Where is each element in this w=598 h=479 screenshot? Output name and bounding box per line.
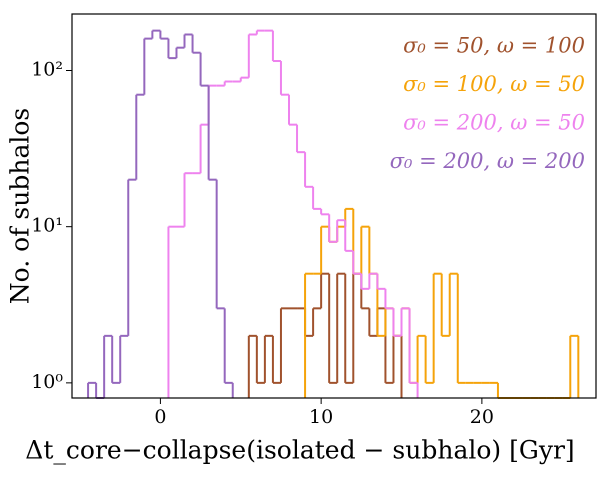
y-axis-label: No. of subhalos bbox=[6, 108, 35, 304]
x-tick-label: 0 bbox=[154, 406, 166, 428]
legend-label: σ₀ = 200, ω = 50 bbox=[403, 111, 585, 135]
plot-area bbox=[87, 29, 580, 399]
x-tick-label: 20 bbox=[470, 406, 494, 428]
legend-label: σ₀ = 50, ω = 100 bbox=[403, 34, 585, 58]
y-tick-label: 10² bbox=[31, 58, 63, 80]
x-axis-label: Δt_core−collapse(isolated − subhalo) [Gy… bbox=[25, 436, 574, 465]
plot-frame bbox=[71, 13, 597, 399]
y-tick-label: 10⁰ bbox=[31, 371, 63, 393]
y-tick-label: 10¹ bbox=[31, 215, 63, 237]
x-tick-label: 10 bbox=[309, 406, 333, 428]
legend-label: σ₀ = 200, ω = 200 bbox=[390, 149, 585, 173]
legend-label: σ₀ = 100, ω = 50 bbox=[403, 72, 585, 96]
